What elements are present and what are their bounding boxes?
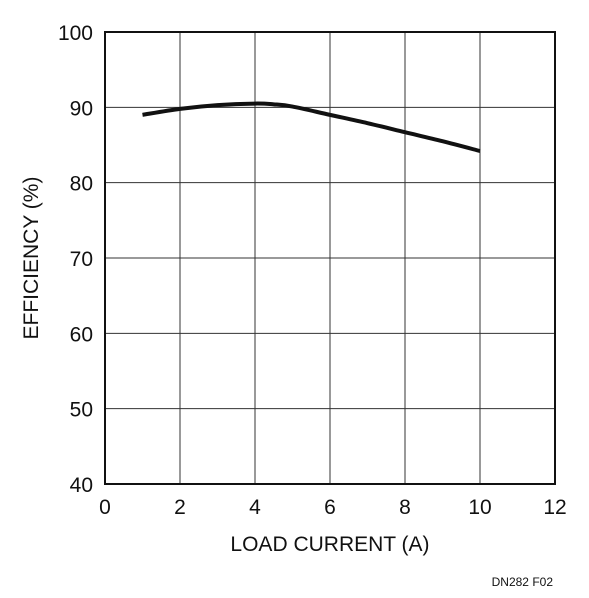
y-tick-label: 100 bbox=[58, 22, 93, 45]
x-tick-label: 6 bbox=[324, 496, 336, 519]
x-tick-label: 4 bbox=[249, 496, 261, 519]
x-tick-label: 8 bbox=[399, 496, 411, 519]
x-tick-label: 2 bbox=[174, 496, 186, 519]
y-axis-title: EFFICIENCY (%) bbox=[20, 177, 43, 340]
x-tick-label: 10 bbox=[468, 496, 491, 519]
y-tick-label: 40 bbox=[70, 474, 93, 497]
y-tick-label: 70 bbox=[70, 248, 93, 271]
y-tick-labels: 40 50 60 70 80 90 100 bbox=[58, 22, 93, 497]
efficiency-curve bbox=[142, 101, 481, 153]
x-tick-label: 12 bbox=[543, 496, 566, 519]
x-tick-label: 0 bbox=[99, 496, 111, 519]
series-layer bbox=[142, 101, 481, 153]
x-tick-labels: 0 2 4 6 8 10 12 bbox=[99, 496, 567, 519]
plot-frame bbox=[104, 31, 556, 485]
y-tick-label: 60 bbox=[70, 323, 93, 346]
grid-lines bbox=[105, 32, 555, 484]
y-tick-label: 90 bbox=[70, 97, 93, 120]
y-tick-label: 80 bbox=[70, 173, 93, 196]
figure-code: DN282 F02 bbox=[492, 575, 554, 589]
y-tick-label: 50 bbox=[70, 399, 93, 422]
x-axis-title: LOAD CURRENT (A) bbox=[230, 533, 429, 556]
